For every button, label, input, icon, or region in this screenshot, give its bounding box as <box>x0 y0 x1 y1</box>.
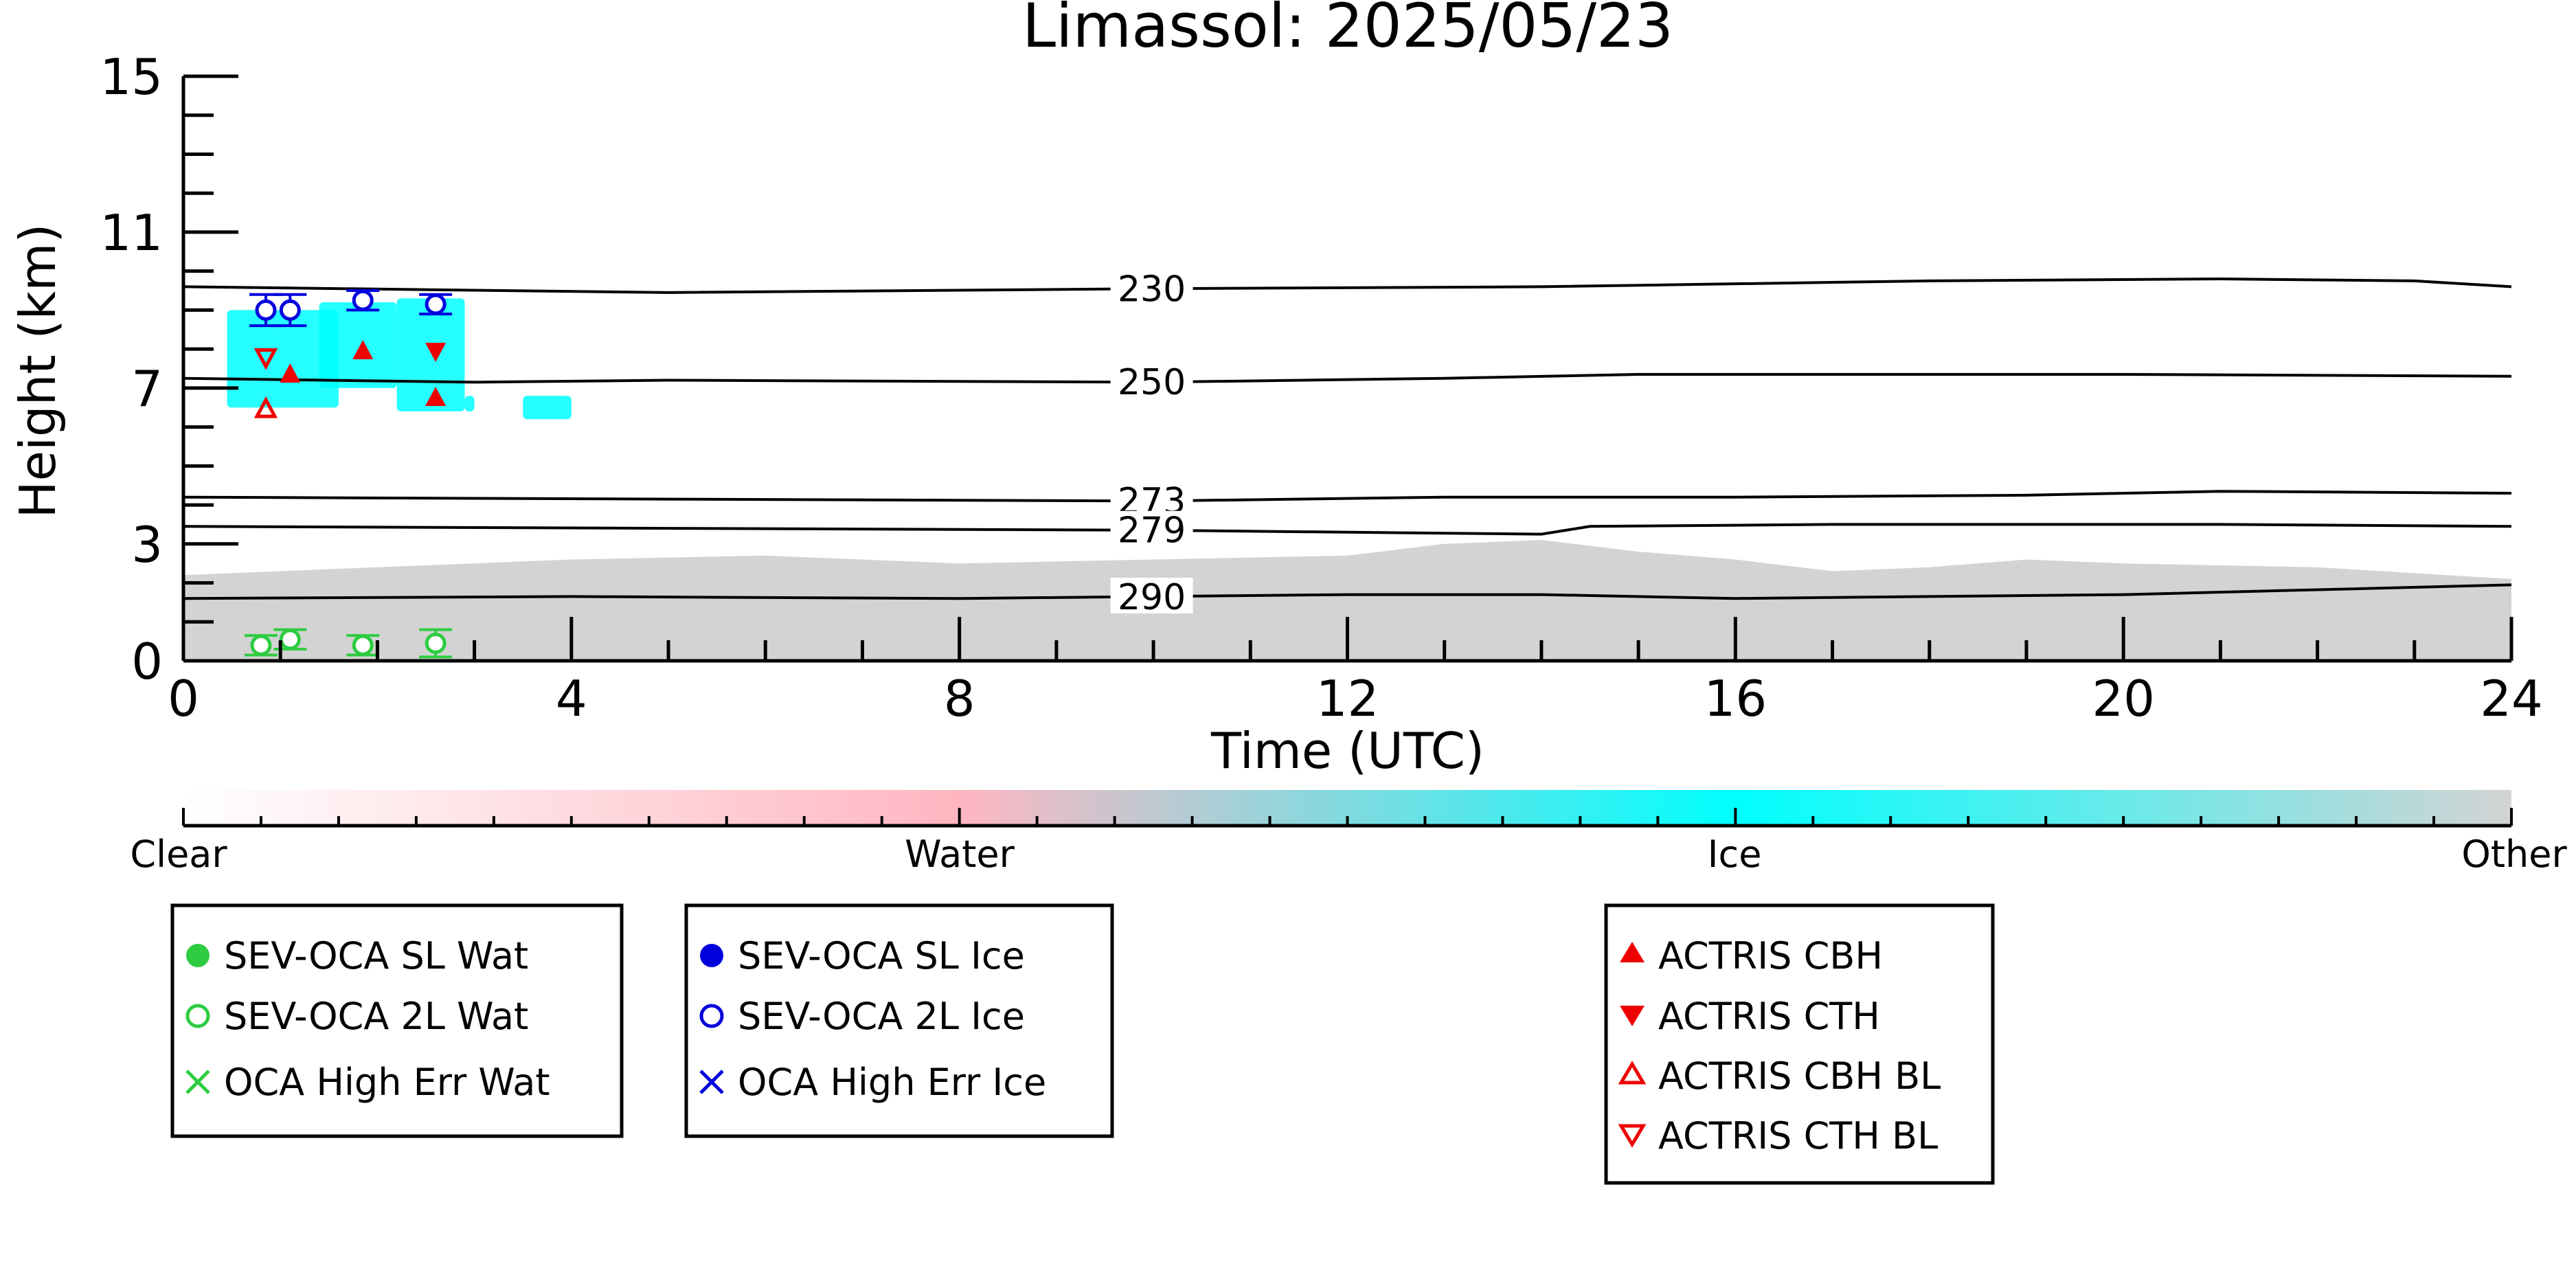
legend-label: SEV-OCA 2L Wat <box>224 995 528 1038</box>
ice-cloud-segment <box>523 396 572 420</box>
legend-label: OCA High Err Wat <box>224 1061 550 1104</box>
legend-label: SEV-OCA SL Wat <box>224 934 528 978</box>
legend-label: ACTRIS CBH <box>1658 934 1883 978</box>
legend-label: OCA High Err Ice <box>738 1061 1046 1104</box>
isotherm-line-290 <box>183 583 2512 600</box>
background-layer <box>183 540 2511 661</box>
data-points-layer <box>244 289 453 659</box>
data-point-open-circle <box>352 289 374 311</box>
legend-ice: SEV-OCA SL Ice SEV-OCA 2L Ice OCA High E… <box>684 903 1114 1138</box>
data-point-open-circle <box>352 634 374 656</box>
ice-cloud-segment <box>319 302 397 388</box>
isotherm-label-bg <box>1110 510 1193 547</box>
legend-label: ACTRIS CTH BL <box>1658 1114 1938 1157</box>
isotherm-label-290: 290 <box>1118 577 1186 618</box>
legend-label: ACTRIS CTH <box>1658 995 1880 1038</box>
data-point-open-circle <box>250 634 272 656</box>
isotherm-label-bg <box>1110 363 1193 399</box>
axes: 0 4 8 12 16 20 24 0 3 7 11 15 <box>100 48 2542 727</box>
colorbar-label-other: Other <box>2461 833 2567 876</box>
x-tick-label: 0 <box>168 670 199 727</box>
data-point-open-circle <box>279 299 301 321</box>
y-axis-label: Height (km) <box>9 224 67 519</box>
ice-cloud-segment <box>227 310 339 408</box>
data-point-open-circle <box>425 632 447 654</box>
data-point-triangle-up <box>425 387 447 407</box>
classification-colorbar: Clear Water Ice Other <box>130 790 2567 876</box>
isotherm-label-230: 230 <box>1118 269 1186 310</box>
isotherm-label-279: 279 <box>1118 510 1186 552</box>
isotherm-line-250 <box>183 373 2512 384</box>
legend-marker-open-triangle-down <box>1618 1124 1647 1148</box>
x-axis-label: Time (UTC) <box>1210 722 1484 780</box>
chart-title: Limassol: 2025/05/23 <box>1022 0 1673 61</box>
x-tick-label: 8 <box>944 670 975 727</box>
isotherm-line-273 <box>183 490 2512 503</box>
x-tick-label: 4 <box>556 670 587 727</box>
y-tick-label: 0 <box>131 633 163 690</box>
colorbar-label-water: Water <box>905 833 1015 876</box>
data-point-triangle-up <box>280 363 301 383</box>
legend-label: SEV-OCA SL Ice <box>738 934 1025 978</box>
colorbar-label-clear: Clear <box>130 833 227 876</box>
y-tick-label: 7 <box>131 360 163 418</box>
isotherm-line-230 <box>183 277 2512 294</box>
isotherm-label-bg <box>1110 269 1193 306</box>
legend-marker-filled-circle <box>186 944 210 967</box>
legend-marker-open-triangle-up <box>1618 1061 1647 1085</box>
data-point-open-triangle-down <box>253 348 278 370</box>
ice-cloud-segment <box>464 396 475 411</box>
legend-marker-triangle-down <box>1620 1006 1645 1026</box>
legend-water: SEV-OCA SL Wat SEV-OCA 2L Wat OCA High E… <box>170 903 624 1138</box>
legend-marker-filled-circle <box>700 944 723 967</box>
data-point-triangle-down <box>425 342 447 362</box>
x-tick-label: 16 <box>1704 670 1767 727</box>
y-tick-label: 15 <box>100 48 163 106</box>
x-tick-label: 24 <box>2480 670 2543 727</box>
colorbar-ticks <box>182 808 2513 828</box>
legend-marker-open-circle <box>185 1004 210 1028</box>
legend-marker-x <box>185 1070 210 1094</box>
legend-marker-triangle-up <box>1620 942 1645 962</box>
x-tick-label: 20 <box>2092 670 2155 727</box>
legend-actris: ACTRIS CBH ACTRIS CTH ACTRIS CBH BL ACTR… <box>1604 903 1995 1185</box>
ice-cloud-layer <box>227 298 572 420</box>
legend-label: ACTRIS CBH BL <box>1658 1054 1941 1098</box>
data-point-open-triangle-up <box>253 396 278 418</box>
x-tick-label: 12 <box>1316 670 1379 727</box>
other-class-fill <box>183 540 2511 661</box>
legends: SEV-OCA SL Wat SEV-OCA 2L Wat OCA High E… <box>170 903 1995 1185</box>
y-tick-label: 3 <box>131 516 163 574</box>
data-point-triangle-up <box>352 339 374 359</box>
isotherm-label-250: 250 <box>1118 362 1186 403</box>
data-point-open-circle <box>279 629 301 651</box>
isotherm-label-bg <box>1110 577 1193 613</box>
legend-label: SEV-OCA 2L Ice <box>738 995 1025 1038</box>
data-point-open-circle <box>425 293 447 315</box>
y-tick-label: 11 <box>100 204 163 262</box>
legend-marker-x <box>699 1070 724 1094</box>
isotherm-line-279 <box>183 523 2512 536</box>
data-point-open-circle <box>255 299 277 321</box>
colorbar-label-ice: Ice <box>1708 833 1762 876</box>
legend-marker-open-circle <box>699 1004 724 1028</box>
